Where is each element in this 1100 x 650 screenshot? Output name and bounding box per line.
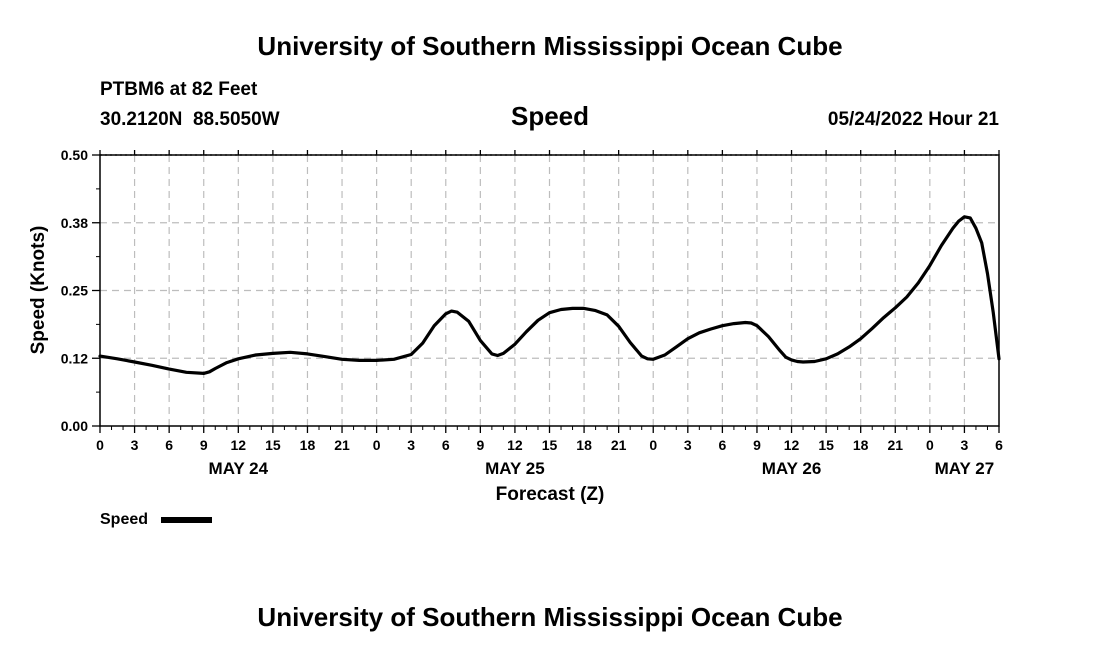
day-label: MAY 24 xyxy=(209,459,269,478)
x-tick-label: 9 xyxy=(476,437,484,453)
day-label: MAY 26 xyxy=(762,459,822,478)
x-tick-label: 12 xyxy=(231,437,247,453)
x-tick-label: 21 xyxy=(611,437,627,453)
x-tick-label: 6 xyxy=(442,437,450,453)
day-label: MAY 25 xyxy=(485,459,545,478)
x-axis-label: Forecast (Z) xyxy=(496,484,605,505)
axis-ticks xyxy=(92,150,1000,433)
x-tick-label: 9 xyxy=(753,437,761,453)
series-line-speed xyxy=(98,215,1001,375)
y-tick-label: 0.38 xyxy=(61,215,88,231)
plot-frame xyxy=(99,154,1000,427)
y-tick-label: 0.00 xyxy=(61,418,88,434)
x-tick-label: 0 xyxy=(649,437,657,453)
x-tick-label: 12 xyxy=(507,437,523,453)
x-tick-label: 3 xyxy=(407,437,415,453)
y-tick-label: 0.50 xyxy=(61,147,88,163)
x-tick-label: 3 xyxy=(131,437,139,453)
x-tick-label: 21 xyxy=(887,437,903,453)
coordinates-label: 30.2120N 88.5050W xyxy=(100,109,280,130)
x-tick-label: 18 xyxy=(576,437,592,453)
x-tick-label: 21 xyxy=(334,437,350,453)
x-tick-label: 0 xyxy=(96,437,104,453)
x-tick-label: 0 xyxy=(926,437,934,453)
y-tick-label: 0.25 xyxy=(61,283,88,299)
day-label: MAY 27 xyxy=(935,459,995,478)
x-tick-label: 3 xyxy=(684,437,692,453)
x-tick-label: 6 xyxy=(718,437,726,453)
x-tick-label: 0 xyxy=(373,437,381,453)
header-title: University of Southern Mississippi Ocean… xyxy=(257,31,842,61)
x-tick-label: 6 xyxy=(995,437,1003,453)
legend-label-speed: Speed xyxy=(100,511,148,528)
x-tick-label: 15 xyxy=(818,437,834,453)
chart-title: Speed xyxy=(511,101,589,131)
station-label: PTBM6 at 82 Feet xyxy=(100,79,258,100)
date-label: 05/24/2022 Hour 21 xyxy=(828,109,1000,130)
x-tick-label: 6 xyxy=(165,437,173,453)
x-tick-label: 18 xyxy=(853,437,869,453)
footer-title: University of Southern Mississippi Ocean… xyxy=(257,602,842,632)
x-tick-label: 12 xyxy=(784,437,800,453)
x-tick-label: 15 xyxy=(542,437,558,453)
x-tick-label: 9 xyxy=(200,437,208,453)
legend: Speed xyxy=(100,511,212,528)
x-tick-label: 15 xyxy=(265,437,281,453)
x-tick-label: 3 xyxy=(961,437,969,453)
y-axis-label: Speed (Knots) xyxy=(28,226,49,355)
x-tick-label: 18 xyxy=(300,437,316,453)
grid xyxy=(100,154,999,426)
y-tick-label: 0.12 xyxy=(61,350,88,366)
tick-labels: 0 3 6 9 12 15 18 21 0 3 6 9 12 15 18 21 0 3 6 9 12 15 18 21 0 3 6 0… xyxy=(61,147,1003,478)
